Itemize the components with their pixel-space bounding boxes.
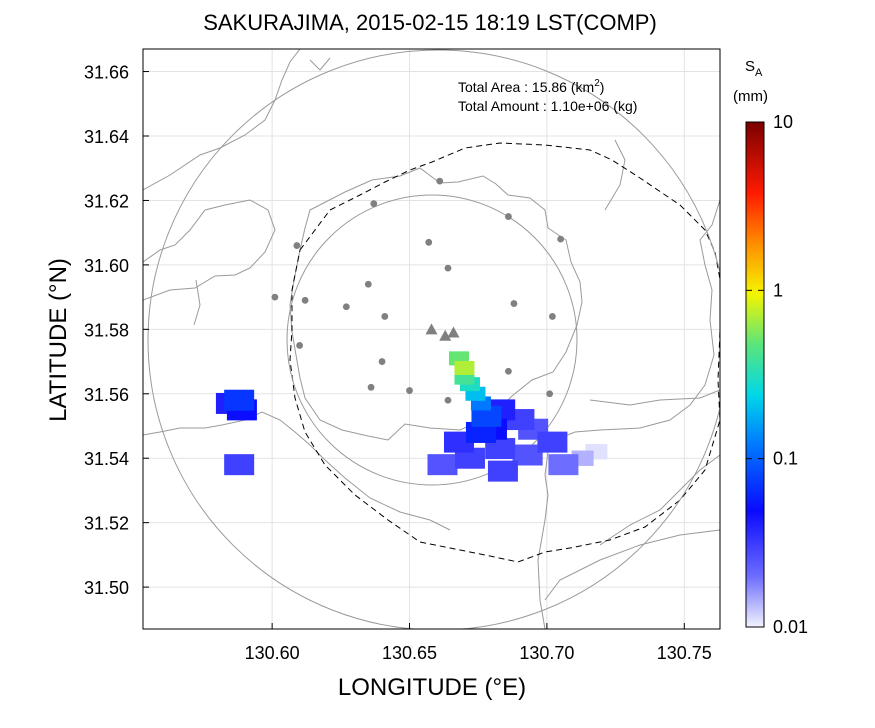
- y-axis-ticks: 31.50 31.52 31.54 31.56 31.58 31.60 31.62 31.64…: [84, 63, 149, 598]
- station-marker: [271, 293, 279, 301]
- ashfall-cell: [548, 454, 579, 476]
- station-marker: [364, 280, 372, 288]
- colorbar-tick-label: 1: [773, 280, 783, 300]
- ashfall-cell: [512, 444, 543, 466]
- station-marker: [444, 264, 452, 272]
- inner-range-circle: [286, 194, 578, 486]
- colorbar-tick-label: 0.1: [773, 449, 798, 469]
- x-tick-label: 130.70: [519, 643, 574, 663]
- station-marker: [367, 383, 375, 391]
- vent-marker: [439, 329, 452, 341]
- y-tick-label: 31.64: [84, 127, 129, 147]
- station-marker: [510, 300, 518, 307]
- station-marker: [370, 200, 378, 208]
- x-axis-ticks: 130.60 130.65 130.70 130.75: [245, 623, 712, 663]
- station-marker: [406, 387, 413, 394]
- station-marker: [444, 396, 452, 404]
- ashfall-cell: [465, 421, 496, 443]
- mainland-coastline-east: [537, 139, 720, 629]
- coastline-fragment: [193, 57, 331, 326]
- total-area-text: Total Area : 15.86 (km: [458, 79, 594, 95]
- mainland-coastline-west: [143, 49, 451, 531]
- colorbar-label-main: S: [745, 58, 755, 75]
- colorbar-unit: (mm): [733, 88, 768, 105]
- y-tick-label: 31.54: [84, 449, 129, 469]
- colorbar-label-sub: A: [755, 67, 763, 79]
- ashfall-cell: [537, 431, 568, 453]
- station-marker: [546, 390, 554, 398]
- y-tick-label: 31.52: [84, 514, 129, 534]
- total-area-annotation: Total Area : 15.86 (km2): [458, 78, 604, 95]
- ashfall-cell: [454, 361, 475, 375]
- station-marker: [296, 342, 304, 349]
- station-marker: [548, 313, 556, 320]
- ashfall-cell: [224, 389, 255, 411]
- ashfall-cell: [485, 438, 516, 460]
- ashfall-cells: [215, 351, 608, 482]
- ashfall-cell: [224, 454, 255, 476]
- colorbar-label: SA: [745, 58, 763, 79]
- ashfall-cell: [454, 447, 485, 469]
- total-amount-annotation: Total Amount : 1.10e+06 (kg): [458, 98, 637, 114]
- vent-marker: [447, 326, 460, 338]
- y-tick-label: 31.56: [84, 385, 129, 405]
- total-area-superscript: 2: [594, 78, 600, 89]
- crater-vents: [425, 323, 460, 341]
- x-tick-label: 130.75: [657, 643, 712, 663]
- y-tick-label: 31.62: [84, 191, 129, 211]
- colorbar-tick-label: 10: [773, 112, 793, 132]
- map-layer: [143, 49, 720, 629]
- plot-area: [143, 49, 720, 629]
- x-axis-label: LONGITUDE (°E): [338, 674, 526, 701]
- vent-marker: [425, 323, 438, 335]
- ashfall-cell: [487, 460, 518, 482]
- x-tick-label: 130.65: [382, 643, 437, 663]
- ashfall-cell: [427, 454, 458, 476]
- station-marker: [425, 238, 433, 246]
- y-tick-label: 31.66: [84, 63, 129, 83]
- station-marker: [505, 367, 512, 375]
- plot-frame: [142, 48, 721, 630]
- chart-title: SAKURAJIMA, 2015-02-15 18:19 LST(COMP): [203, 10, 657, 35]
- station-marker: [381, 313, 389, 320]
- station-marker: [378, 358, 386, 365]
- sakurajima-coastline: [289, 167, 583, 441]
- station-marker: [505, 213, 512, 220]
- y-tick-label: 31.60: [84, 256, 129, 276]
- ashfall-cell: [471, 405, 502, 427]
- y-tick-label: 31.50: [84, 578, 129, 598]
- colorbar: [745, 121, 765, 628]
- station-marker: [342, 303, 350, 311]
- y-axis-label: LATITUDE (°N): [45, 258, 72, 422]
- y-tick-label: 31.58: [84, 320, 129, 340]
- station-marker: [293, 242, 301, 249]
- x-tick-label: 130.60: [245, 643, 300, 663]
- total-area-close: ): [600, 79, 605, 95]
- colorbar-ticks: 10 1 0.1 0.01: [746, 112, 808, 637]
- station-marker: [436, 177, 444, 185]
- observation-stations: [271, 177, 565, 404]
- dashed-boundary: [289, 142, 720, 563]
- station-marker: [301, 296, 309, 304]
- station-marker: [557, 235, 565, 243]
- colorbar-tick-label: 0.01: [773, 617, 808, 637]
- outer-range-circle: [147, 49, 720, 629]
